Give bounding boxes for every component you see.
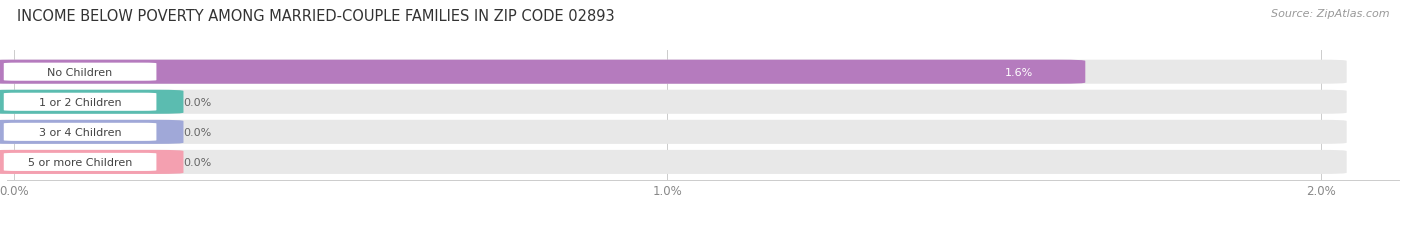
FancyBboxPatch shape (0, 60, 1347, 84)
Text: 1.6%: 1.6% (1005, 67, 1033, 77)
FancyBboxPatch shape (0, 90, 1347, 114)
FancyBboxPatch shape (4, 63, 156, 81)
FancyBboxPatch shape (4, 123, 156, 141)
FancyBboxPatch shape (0, 90, 183, 114)
FancyBboxPatch shape (0, 150, 183, 174)
Text: 0.0%: 0.0% (183, 97, 212, 107)
Text: 1 or 2 Children: 1 or 2 Children (39, 97, 121, 107)
FancyBboxPatch shape (4, 93, 156, 111)
Text: INCOME BELOW POVERTY AMONG MARRIED-COUPLE FAMILIES IN ZIP CODE 02893: INCOME BELOW POVERTY AMONG MARRIED-COUPL… (17, 9, 614, 24)
Text: 5 or more Children: 5 or more Children (28, 157, 132, 167)
FancyBboxPatch shape (0, 120, 183, 144)
FancyBboxPatch shape (0, 150, 1347, 174)
Text: 3 or 4 Children: 3 or 4 Children (39, 127, 121, 137)
FancyBboxPatch shape (0, 60, 1085, 84)
Text: Source: ZipAtlas.com: Source: ZipAtlas.com (1271, 9, 1389, 19)
FancyBboxPatch shape (4, 153, 156, 171)
Text: 0.0%: 0.0% (183, 127, 212, 137)
FancyBboxPatch shape (0, 120, 1347, 144)
Text: 0.0%: 0.0% (183, 157, 212, 167)
Text: No Children: No Children (48, 67, 112, 77)
